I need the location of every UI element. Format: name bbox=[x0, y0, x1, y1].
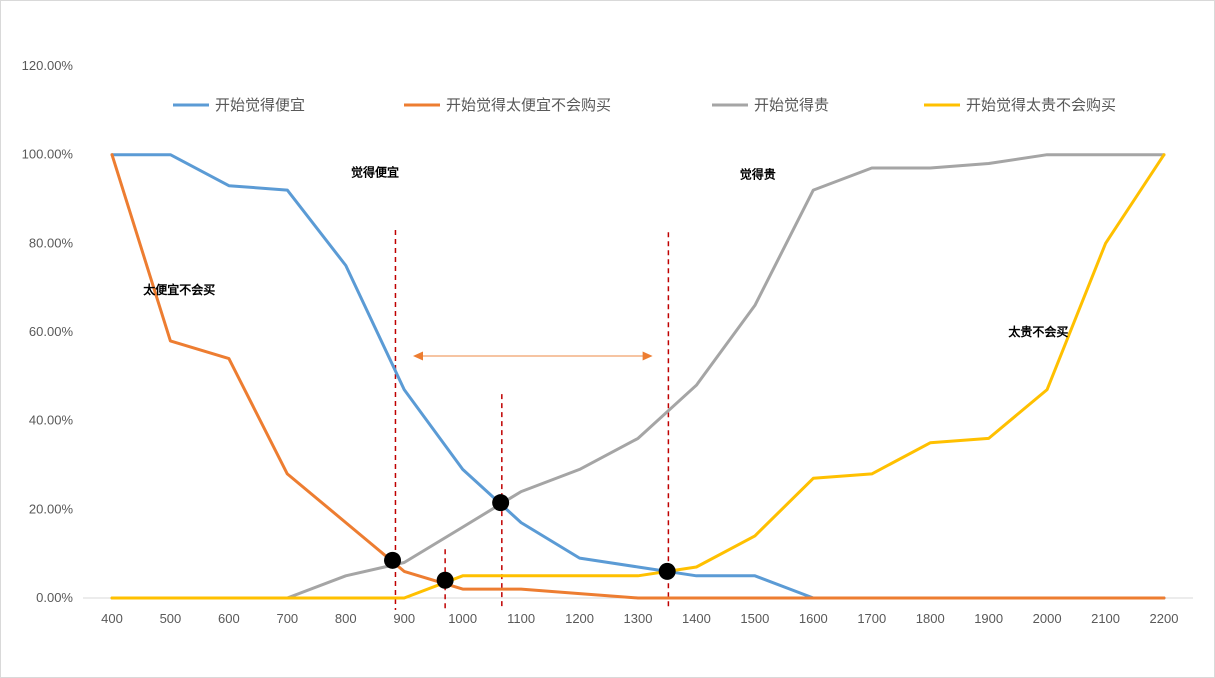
x-tick-label: 1100 bbox=[507, 611, 535, 626]
intersection-marker bbox=[492, 494, 510, 512]
x-tick-label: 2200 bbox=[1150, 611, 1179, 626]
y-tick-label: 100.00% bbox=[22, 147, 74, 162]
annotation-label: 太贵不会买 bbox=[1008, 324, 1068, 339]
x-tick-label: 1800 bbox=[916, 611, 945, 626]
x-tick-label: 600 bbox=[218, 611, 240, 626]
x-tick-label: 400 bbox=[101, 611, 123, 626]
intersection-marker bbox=[436, 571, 454, 589]
y-tick-label: 20.00% bbox=[29, 501, 74, 516]
legend-label: 开始觉得太便宜不会购买 bbox=[446, 96, 611, 114]
intersection-marker bbox=[384, 551, 402, 569]
x-tick-label: 700 bbox=[276, 611, 298, 626]
plot-area bbox=[110, 153, 1166, 600]
series-line-cheap bbox=[110, 153, 1166, 600]
y-tick-label: 60.00% bbox=[29, 324, 74, 339]
x-tick-label: 1200 bbox=[565, 611, 594, 626]
series-line-expensive bbox=[110, 153, 1166, 600]
x-tick-label: 1900 bbox=[974, 611, 1003, 626]
x-tick-label: 2100 bbox=[1091, 611, 1120, 626]
legend-label: 开始觉得贵 bbox=[754, 96, 829, 114]
y-tick-label: 120.00% bbox=[22, 58, 74, 73]
range-arrow-right-head bbox=[642, 351, 653, 361]
annotation-label: 觉得贵 bbox=[740, 167, 776, 182]
x-tick-label: 1600 bbox=[799, 611, 828, 626]
range-arrow-left-head bbox=[412, 351, 423, 361]
annotation-label: 太便宜不会买 bbox=[143, 282, 215, 297]
series-line-too-cheap bbox=[110, 153, 1166, 600]
intersection-markers bbox=[384, 494, 676, 589]
x-tick-label: 1400 bbox=[682, 611, 711, 626]
reference-lines bbox=[394, 230, 670, 610]
x-tick-label: 1500 bbox=[740, 611, 769, 626]
annotation-label: 觉得便宜 bbox=[351, 164, 399, 179]
x-tick-label: 1000 bbox=[448, 611, 477, 626]
legend-label: 开始觉得太贵不会购买 bbox=[966, 96, 1116, 114]
axes: 0.00% 20.00% 40.00% 60.00% 80.00% 100.00% 120.… bbox=[22, 58, 1193, 626]
x-tick-label: 1700 bbox=[857, 611, 886, 626]
x-tick-label: 900 bbox=[393, 611, 415, 626]
x-tick-label: 800 bbox=[335, 611, 357, 626]
y-tick-label: 80.00% bbox=[29, 235, 74, 250]
intersection-marker bbox=[658, 562, 676, 580]
x-tick-label: 2000 bbox=[1033, 611, 1062, 626]
y-tick-label: 0.00% bbox=[36, 590, 73, 605]
y-tick-label: 40.00% bbox=[29, 413, 74, 428]
legend-label: 开始觉得便宜 bbox=[215, 96, 305, 114]
legend: 开始觉得便宜 开始觉得太便宜不会购买 开始觉得贵 开始觉得太贵不会购买 bbox=[173, 96, 1116, 114]
x-tick-label: 500 bbox=[160, 611, 182, 626]
series-line-too-expensive bbox=[110, 153, 1166, 600]
x-tick-label: 1300 bbox=[624, 611, 653, 626]
